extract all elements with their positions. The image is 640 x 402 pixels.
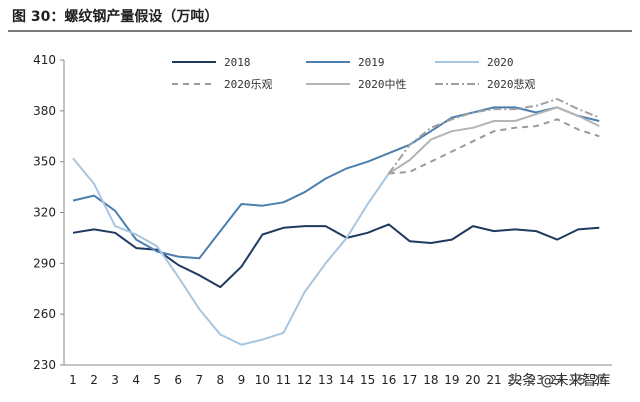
x-tick-label: 20 <box>465 373 480 387</box>
x-tick-label: 12 <box>297 373 312 387</box>
x-tick-label: 1 <box>69 373 77 387</box>
y-tick-label: 410 <box>33 53 56 67</box>
legend-label: 2020中性 <box>358 77 407 91</box>
y-tick-label: 380 <box>33 104 56 118</box>
x-tick-label: 14 <box>339 373 354 387</box>
x-tick-label: 16 <box>381 373 396 387</box>
x-tick-label: 24 <box>550 373 565 387</box>
series-line-2018 <box>72 223 600 289</box>
x-tick-label: 18 <box>423 373 438 387</box>
legend-label: 2020悲观 <box>487 77 536 91</box>
chart-legend: 2018 2019 2020 2020乐观 2020中性 2020悲观 <box>172 56 536 91</box>
y-axis-ticks: 230 260 290 320 350 380 410 <box>33 53 64 372</box>
watermark-text: 头条 @未来智库 <box>508 373 611 389</box>
x-tick-label: 21 <box>486 373 501 387</box>
series-lines <box>72 98 600 346</box>
x-tick-label: 9 <box>238 373 246 387</box>
x-tick-label: 22 <box>507 373 522 387</box>
figure-header: 图 30：螺纹钢产量假设（万吨） <box>8 0 632 32</box>
series-line-2020悲观 <box>387 98 600 175</box>
series-line-2019 <box>72 106 600 260</box>
x-tick-label: 11 <box>276 373 291 387</box>
legend-label: 2019 <box>358 56 385 69</box>
x-tick-label: 13 <box>318 373 333 387</box>
y-tick-label: 350 <box>33 155 56 169</box>
x-tick-label: 5 <box>153 373 161 387</box>
y-tick-label: 290 <box>33 256 56 270</box>
x-tick-label: 4 <box>132 373 140 387</box>
header-divider <box>8 30 632 32</box>
x-tick-label: 7 <box>195 373 203 387</box>
x-tick-label: 2 <box>90 373 98 387</box>
series-line-2020 <box>72 157 390 346</box>
x-tick-label: 3 <box>111 373 119 387</box>
legend-label: 2018 <box>224 56 251 69</box>
x-axis-ticks: 1 2 3 4 5 6 7 8 9 10 11 12 13 14 15 16 17 18 19 20 21 22 23 24 2… <box>69 373 607 387</box>
x-tick-label: 23 <box>528 373 543 387</box>
legend-label: 2020 <box>487 56 514 69</box>
y-tick-label: 260 <box>33 307 56 321</box>
x-tick-label: 8 <box>217 373 225 387</box>
x-tick-label: 26 <box>592 373 607 387</box>
x-tick-label: 25 <box>571 373 586 387</box>
legend-label: 2020乐观 <box>224 78 273 91</box>
x-tick-label: 17 <box>402 373 417 387</box>
x-tick-label: 10 <box>255 373 270 387</box>
series-line-2020中性 <box>388 106 600 175</box>
x-tick-label: 15 <box>360 373 375 387</box>
x-tick-label: 6 <box>174 373 182 387</box>
series-line-2020乐观 <box>388 118 600 175</box>
y-tick-label: 230 <box>33 358 56 372</box>
y-tick-label: 320 <box>33 206 56 220</box>
figure-title: 图 30：螺纹钢产量假设（万吨） <box>12 9 219 25</box>
x-tick-label: 19 <box>444 373 459 387</box>
chart-axes <box>63 60 612 366</box>
